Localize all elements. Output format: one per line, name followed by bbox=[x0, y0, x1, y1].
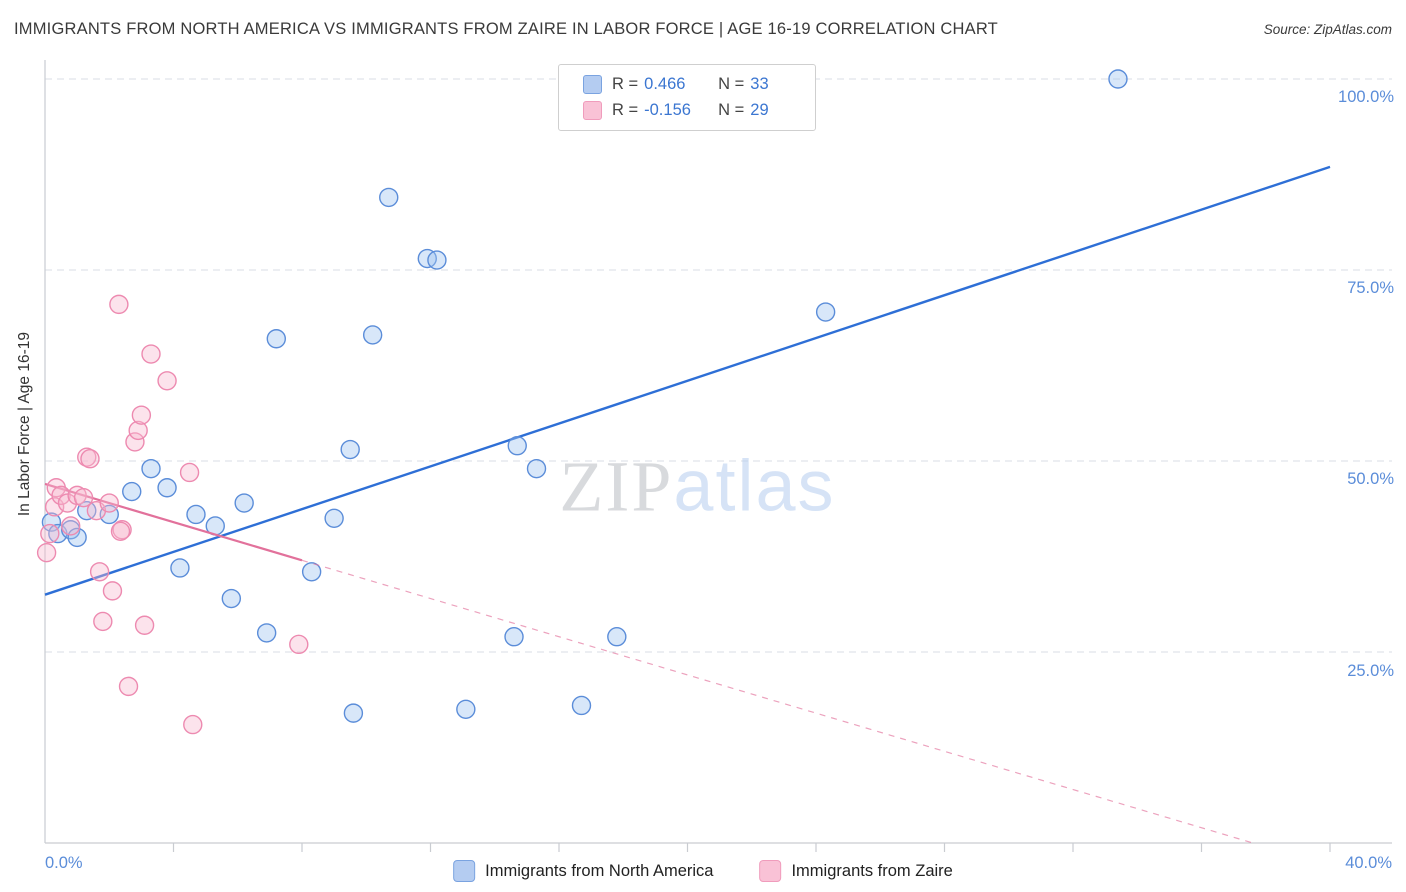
y-tick-label-25: 25.0% bbox=[1347, 662, 1394, 680]
data-point-zaire bbox=[40, 523, 60, 544]
data-point-zaire bbox=[73, 487, 94, 508]
data-point-zaire bbox=[51, 485, 71, 506]
data-point-north-america bbox=[607, 627, 627, 647]
series-legend-label: Immigrants from Zaire bbox=[791, 861, 953, 880]
y-tick-label-100: 100.0% bbox=[1338, 88, 1394, 106]
data-point-north-america bbox=[122, 481, 142, 502]
n-value: 29 bbox=[750, 101, 769, 119]
data-point-zaire bbox=[60, 516, 81, 536]
page-title: IMMIGRANTS FROM NORTH AMERICA VS IMMIGRA… bbox=[14, 20, 998, 38]
data-point-zaire bbox=[183, 714, 203, 735]
data-point-north-america bbox=[417, 248, 437, 269]
n-value: 33 bbox=[750, 75, 769, 93]
data-point-north-america bbox=[571, 695, 592, 716]
data-point-north-america bbox=[256, 623, 277, 643]
data-point-zaire bbox=[89, 562, 110, 582]
data-point-north-america bbox=[456, 699, 476, 719]
x-tick-label-min: 0.0% bbox=[45, 854, 83, 872]
data-point-zaire bbox=[110, 521, 131, 541]
x-tick-label-max: 40.0% bbox=[1345, 854, 1392, 872]
data-point-zaire bbox=[141, 344, 161, 364]
legend-row-north-america: R = 0.466 N = 33 bbox=[583, 75, 801, 94]
series-legend-item-north-america: Immigrants from North America bbox=[453, 860, 713, 882]
y-tick-label-75: 75.0% bbox=[1347, 279, 1394, 297]
data-point-north-america bbox=[234, 493, 254, 513]
data-point-north-america bbox=[1108, 69, 1128, 89]
source-credit: Source: ZipAtlas.com bbox=[1263, 22, 1392, 37]
series-legend: Immigrants from North America Immigrants… bbox=[453, 860, 953, 882]
data-point-north-america bbox=[504, 627, 524, 647]
data-point-zaire bbox=[128, 420, 148, 441]
n-label: N = bbox=[718, 101, 745, 119]
y-axis-title: In Labor Force | Age 16-19 bbox=[16, 332, 33, 517]
data-point-north-america bbox=[157, 478, 177, 498]
trend-line-zaire-dashed bbox=[301, 559, 1254, 844]
data-point-north-america bbox=[186, 504, 206, 525]
data-point-north-america bbox=[507, 436, 527, 456]
zaire-swatch-icon bbox=[759, 860, 782, 882]
data-point-north-america bbox=[221, 588, 242, 609]
data-point-zaire bbox=[157, 371, 177, 391]
north-america-swatch-icon bbox=[453, 860, 476, 882]
data-point-zaire bbox=[131, 405, 152, 425]
series-legend-item-zaire: Immigrants from Zaire bbox=[759, 860, 953, 882]
north-america-swatch-icon bbox=[583, 75, 602, 94]
zaire-swatch-icon bbox=[583, 101, 602, 120]
y-tick-label-50: 50.0% bbox=[1347, 470, 1394, 488]
data-point-north-america bbox=[170, 558, 190, 578]
data-point-north-america bbox=[815, 302, 836, 322]
legend-row-zaire: R = -0.156 N = 29 bbox=[583, 101, 801, 120]
trend-line-north-america bbox=[44, 165, 1331, 596]
data-point-zaire bbox=[289, 634, 309, 655]
data-point-zaire bbox=[134, 615, 155, 635]
data-point-north-america bbox=[266, 329, 286, 349]
r-label: R = bbox=[612, 101, 639, 119]
data-point-zaire bbox=[36, 542, 57, 563]
data-point-zaire bbox=[179, 462, 200, 483]
data-point-north-america bbox=[343, 703, 364, 723]
data-point-north-america bbox=[340, 439, 360, 460]
data-point-zaire bbox=[77, 447, 97, 467]
data-point-north-america bbox=[526, 458, 547, 479]
data-point-north-america bbox=[362, 325, 383, 345]
correlation-legend: R = 0.466 N = 33 R = -0.156 N = 29 bbox=[558, 64, 816, 131]
r-value: -0.156 bbox=[644, 101, 691, 119]
data-point-north-america bbox=[379, 187, 399, 208]
data-point-zaire bbox=[109, 294, 129, 315]
r-value: 0.466 bbox=[644, 75, 686, 93]
data-point-zaire bbox=[99, 493, 119, 513]
data-point-zaire bbox=[80, 449, 100, 469]
series-legend-label: Immigrants from North America bbox=[485, 861, 714, 880]
r-label: R = bbox=[612, 75, 639, 93]
data-point-zaire bbox=[102, 581, 123, 601]
data-point-north-america bbox=[141, 458, 161, 479]
trend-line-zaire-solid bbox=[44, 482, 303, 562]
data-point-zaire bbox=[118, 676, 139, 697]
data-point-north-america bbox=[427, 250, 447, 270]
data-point-north-america bbox=[67, 527, 87, 548]
data-point-zaire bbox=[125, 432, 145, 452]
n-label: N = bbox=[718, 75, 745, 93]
data-point-north-america bbox=[301, 562, 322, 582]
data-point-north-america bbox=[324, 508, 344, 528]
data-point-zaire bbox=[93, 611, 113, 632]
